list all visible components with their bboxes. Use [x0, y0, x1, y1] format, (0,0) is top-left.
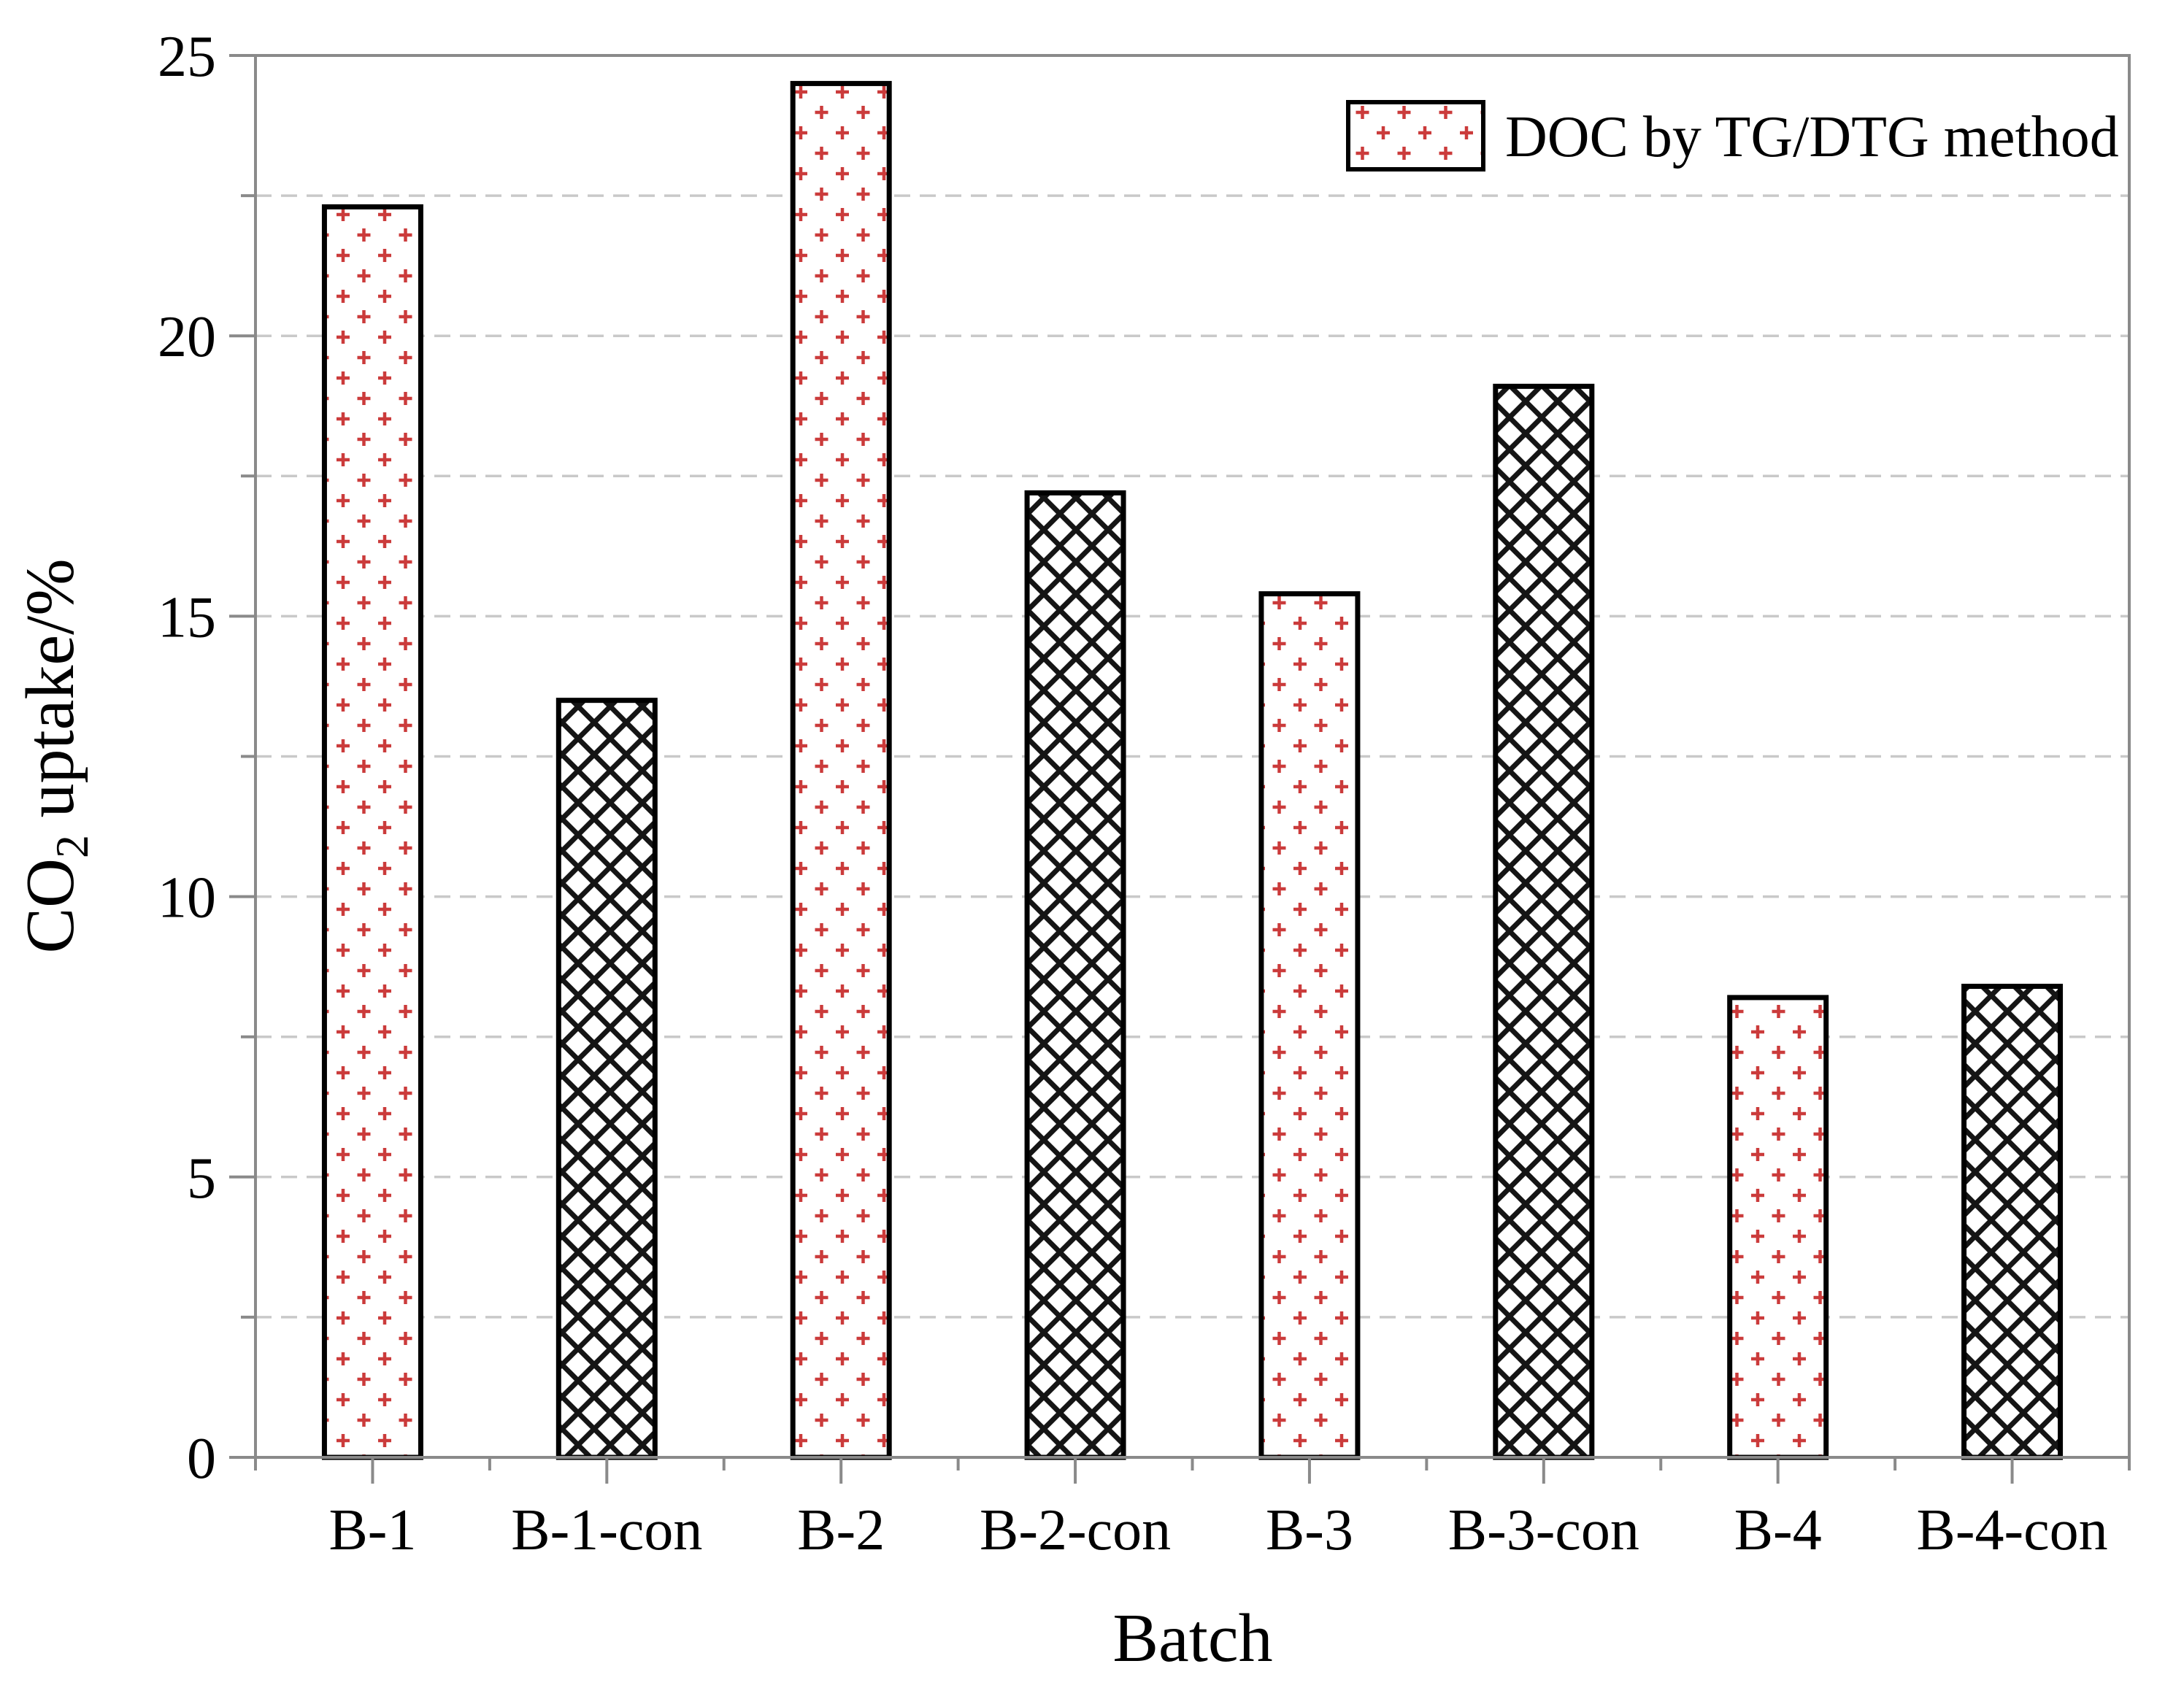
- x-tick-labels: B-1 B-1-con B-2 B-2-con B-3 B-3-con B-4 B-4-con: [328, 1498, 2107, 1562]
- y-tick-label-10: 10: [158, 866, 216, 930]
- y-axis-title-subscript: 2: [46, 835, 98, 858]
- x-tick-label-B-4: B-4: [1734, 1498, 1822, 1562]
- y-tick-label-15: 15: [158, 585, 216, 650]
- bar-pattern-fill: [793, 83, 890, 1457]
- bar-pattern-fill: [1495, 386, 1592, 1458]
- x-tick-label-B-4-con: B-4-con: [1916, 1498, 2107, 1562]
- bar-pattern-fill: [558, 700, 655, 1458]
- x-tick-label-B-1: B-1: [328, 1498, 416, 1562]
- x-axis-title: Batch: [1112, 1600, 1272, 1676]
- x-tick-label-B-1-con: B-1-con: [511, 1498, 702, 1562]
- bar-B-2-con: [1024, 490, 1126, 1460]
- y-axis-title: CO2 uptake/%: [12, 558, 98, 953]
- bar-B-1-con: [555, 698, 658, 1460]
- x-tick-label-B-3: B-3: [1266, 1498, 1353, 1562]
- legend-swatch-pattern: [1348, 102, 1483, 169]
- bar-pattern-fill: [324, 207, 421, 1457]
- bar-B-4: [1727, 995, 1829, 1460]
- bar-B-2: [790, 80, 892, 1460]
- legend-swatch-border: [1346, 100, 1485, 171]
- y-tick-label-0: 0: [187, 1427, 216, 1491]
- bar-pattern-fill: [1964, 986, 2061, 1457]
- bar-pattern-fill: [1027, 493, 1124, 1457]
- legend: DOC by TG/DTG method: [1346, 100, 2119, 171]
- bar-B-3: [1258, 591, 1361, 1460]
- bar-B-4-con: [1961, 984, 2064, 1460]
- bar-series: [321, 80, 2064, 1460]
- y-tick-labels: 0 5 10 15 20 25: [158, 25, 216, 1491]
- bar-B-1: [321, 204, 423, 1460]
- y-tick-label-5: 5: [187, 1146, 216, 1211]
- y-axis-ticks: [229, 54, 255, 1459]
- bar-pattern-fill: [1729, 997, 1826, 1457]
- x-tick-label-B-2-con: B-2-con: [980, 1498, 1171, 1562]
- bar-B-3-con: [1493, 383, 1595, 1460]
- x-tick-label-B-2: B-2: [797, 1498, 885, 1562]
- y-tick-label-20: 20: [158, 305, 216, 369]
- legend-label: DOC by TG/DTG method: [1505, 105, 2119, 169]
- bar-pattern-fill: [1261, 593, 1358, 1457]
- y-tick-label-25: 25: [158, 25, 216, 89]
- x-axis-ticks: [254, 1457, 2131, 1484]
- x-tick-label-B-3-con: B-3-con: [1448, 1498, 1639, 1562]
